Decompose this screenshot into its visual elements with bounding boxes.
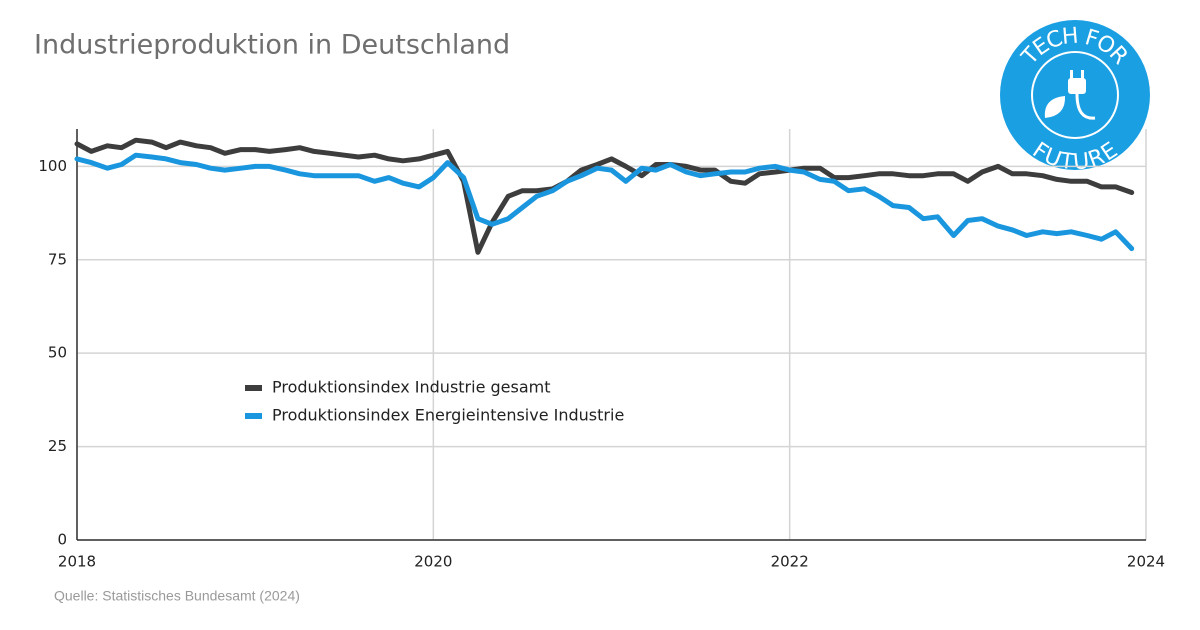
grid <box>76 129 1147 541</box>
plug-pin <box>1081 70 1084 79</box>
y-tick-label: 50 <box>48 344 67 362</box>
legend-label: Produktionsindex Industrie gesamt <box>272 378 551 397</box>
source: Quelle: Statistisches Bundesamt (2024) <box>54 588 300 604</box>
data-line <box>74 137 1135 255</box>
plug-pin <box>1070 70 1073 79</box>
y-tick-label: 0 <box>57 531 67 549</box>
logo-circle <box>1000 20 1150 170</box>
plug <box>1068 78 1086 94</box>
data-line <box>74 152 1135 252</box>
x-tick-label: 2020 <box>414 553 452 571</box>
leaf <box>1044 96 1066 118</box>
y-tick-label: 75 <box>48 250 67 268</box>
chart-title: Industrieproduktion in Deutschland <box>34 30 510 61</box>
x-tick-label: 2024 <box>1127 553 1165 571</box>
legend-label: Produktionsindex Energieintensive Indust… <box>272 406 624 425</box>
y-tick-label: 25 <box>48 437 67 455</box>
plug-cable <box>1075 93 1096 120</box>
logo-ring <box>1031 51 1119 139</box>
y-tick-label: 100 <box>38 157 67 175</box>
x-tick-label: 2018 <box>58 553 96 571</box>
logo: TECH FOR FUTURE <box>1000 20 1150 175</box>
x-tick-label: 2022 <box>771 553 809 571</box>
